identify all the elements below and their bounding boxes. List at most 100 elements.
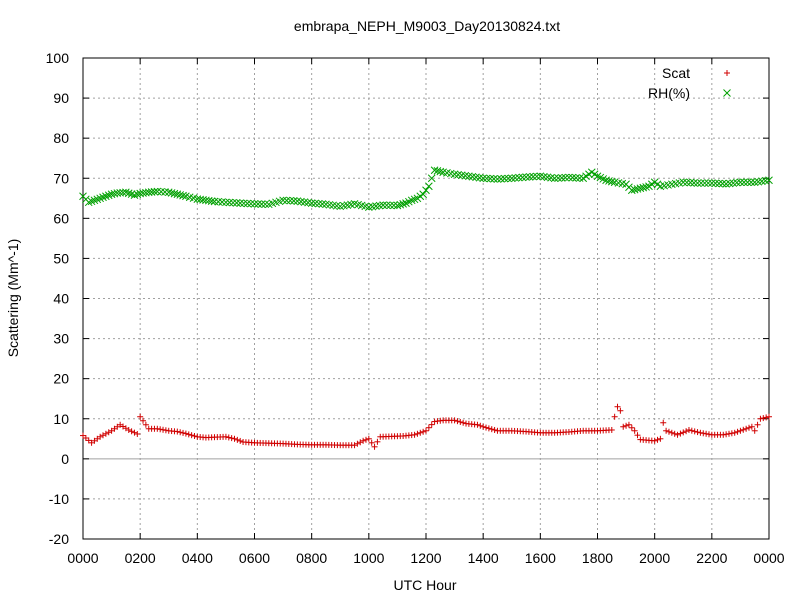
data-point-rh bbox=[130, 191, 139, 199]
data-point-rh bbox=[697, 179, 705, 187]
x-tick-label: 1800 bbox=[582, 550, 613, 566]
x-tick-label: 1600 bbox=[525, 550, 556, 566]
data-point-rh bbox=[436, 167, 445, 176]
data-point-rh bbox=[590, 170, 599, 179]
data-point-rh bbox=[765, 176, 773, 185]
legend-label: Scat bbox=[662, 65, 690, 81]
data-point-rh bbox=[522, 173, 530, 181]
data-point-rh bbox=[587, 168, 596, 177]
data-point-rh bbox=[127, 190, 136, 199]
data-point-rh bbox=[690, 179, 698, 187]
x-tick-label: 0000 bbox=[67, 550, 98, 566]
data-point-rh bbox=[633, 185, 642, 193]
data-point-rh bbox=[430, 166, 439, 175]
data-point-rh bbox=[361, 202, 370, 211]
data-point-rh bbox=[257, 200, 266, 208]
x-tick-label: 1200 bbox=[410, 550, 441, 566]
data-point-rh bbox=[250, 200, 259, 208]
x-tick-label: 2000 bbox=[639, 550, 670, 566]
data-point-rh bbox=[350, 200, 359, 208]
data-point-rh bbox=[229, 198, 237, 207]
data-point-rh bbox=[482, 174, 491, 183]
data-point-rh bbox=[465, 172, 473, 181]
data-point-rh bbox=[96, 194, 105, 203]
data-point-rh bbox=[410, 195, 419, 204]
data-point-rh bbox=[446, 169, 455, 178]
x-tick-label: 0800 bbox=[296, 550, 327, 566]
data-point-rh bbox=[740, 178, 748, 187]
data-point-rh bbox=[500, 174, 509, 183]
x-tick-label: 1400 bbox=[468, 550, 499, 566]
data-point-rh bbox=[618, 179, 627, 188]
data-point-rh bbox=[550, 174, 559, 183]
data-point-rh bbox=[304, 198, 312, 207]
data-point-rh bbox=[99, 193, 107, 202]
data-point-rh bbox=[547, 173, 555, 182]
data-point-rh bbox=[239, 199, 248, 208]
data-point-rh bbox=[116, 188, 125, 197]
data-point-rh bbox=[133, 190, 142, 199]
y-tick-label: 20 bbox=[53, 371, 69, 387]
data-point-rh bbox=[704, 179, 713, 187]
data-point-rh bbox=[207, 197, 216, 205]
plot-frame bbox=[82, 57, 770, 540]
data-point-rh bbox=[84, 198, 93, 207]
data-point-rh bbox=[386, 201, 395, 210]
x-tick-label: 0200 bbox=[125, 550, 156, 566]
data-point-rh bbox=[189, 194, 198, 203]
data-point-rh bbox=[87, 197, 96, 206]
data-point-rh bbox=[642, 183, 650, 191]
data-point-rh bbox=[393, 201, 402, 210]
data-point-rh bbox=[602, 176, 610, 185]
data-point-rh bbox=[636, 184, 645, 193]
y-tick-label: 100 bbox=[46, 50, 70, 66]
data-point-rh bbox=[439, 168, 448, 177]
data-point-rh bbox=[357, 201, 366, 210]
data-point-rh bbox=[311, 199, 320, 208]
y-tick-label: 80 bbox=[53, 130, 69, 146]
data-point-rh bbox=[700, 179, 709, 187]
data-point-rh bbox=[565, 173, 573, 182]
data-point-rh bbox=[540, 172, 548, 181]
y-tick-label: 50 bbox=[53, 250, 69, 266]
data-point-rh bbox=[532, 172, 541, 181]
data-point-rh bbox=[144, 188, 153, 197]
x-axis-label: UTC Hour bbox=[393, 577, 456, 593]
y-tick-label: 30 bbox=[53, 331, 69, 347]
data-point-rh bbox=[511, 174, 520, 182]
data-point-rh bbox=[322, 200, 330, 209]
data-point-rh bbox=[610, 178, 619, 187]
data-point-rh bbox=[382, 201, 391, 210]
data-point-rh bbox=[525, 172, 534, 181]
data-point-rh bbox=[332, 201, 341, 210]
data-point-rh bbox=[575, 174, 584, 182]
legend-marker bbox=[723, 89, 731, 97]
data-point-rh bbox=[493, 175, 502, 183]
y-tick-label: -10 bbox=[49, 491, 69, 507]
y-tick-label: 90 bbox=[53, 90, 69, 106]
data-point-rh bbox=[247, 199, 255, 208]
data-point-rh bbox=[457, 171, 466, 180]
data-point-rh bbox=[715, 179, 723, 188]
data-point-rh bbox=[354, 200, 362, 209]
x-tick-label: 0400 bbox=[182, 550, 213, 566]
data-point-rh bbox=[164, 188, 173, 197]
data-point-rh bbox=[650, 178, 659, 187]
data-point-rh bbox=[93, 195, 102, 204]
data-point-rh bbox=[279, 196, 287, 205]
data-point-rh bbox=[599, 175, 608, 183]
data-point-rh bbox=[593, 172, 602, 181]
data-point-rh bbox=[107, 190, 116, 199]
data-point-rh bbox=[124, 189, 133, 198]
data-point-rh bbox=[572, 173, 580, 182]
data-point-rh bbox=[515, 173, 523, 182]
data-point-rh bbox=[157, 187, 165, 196]
data-point-rh bbox=[293, 197, 302, 205]
data-point-rh bbox=[454, 170, 463, 179]
data-point-rh bbox=[104, 191, 113, 200]
data-point-rh bbox=[102, 192, 110, 201]
data-point-rh bbox=[90, 196, 99, 205]
data-point-rh bbox=[614, 179, 623, 187]
y-tick-label: 40 bbox=[53, 291, 69, 307]
